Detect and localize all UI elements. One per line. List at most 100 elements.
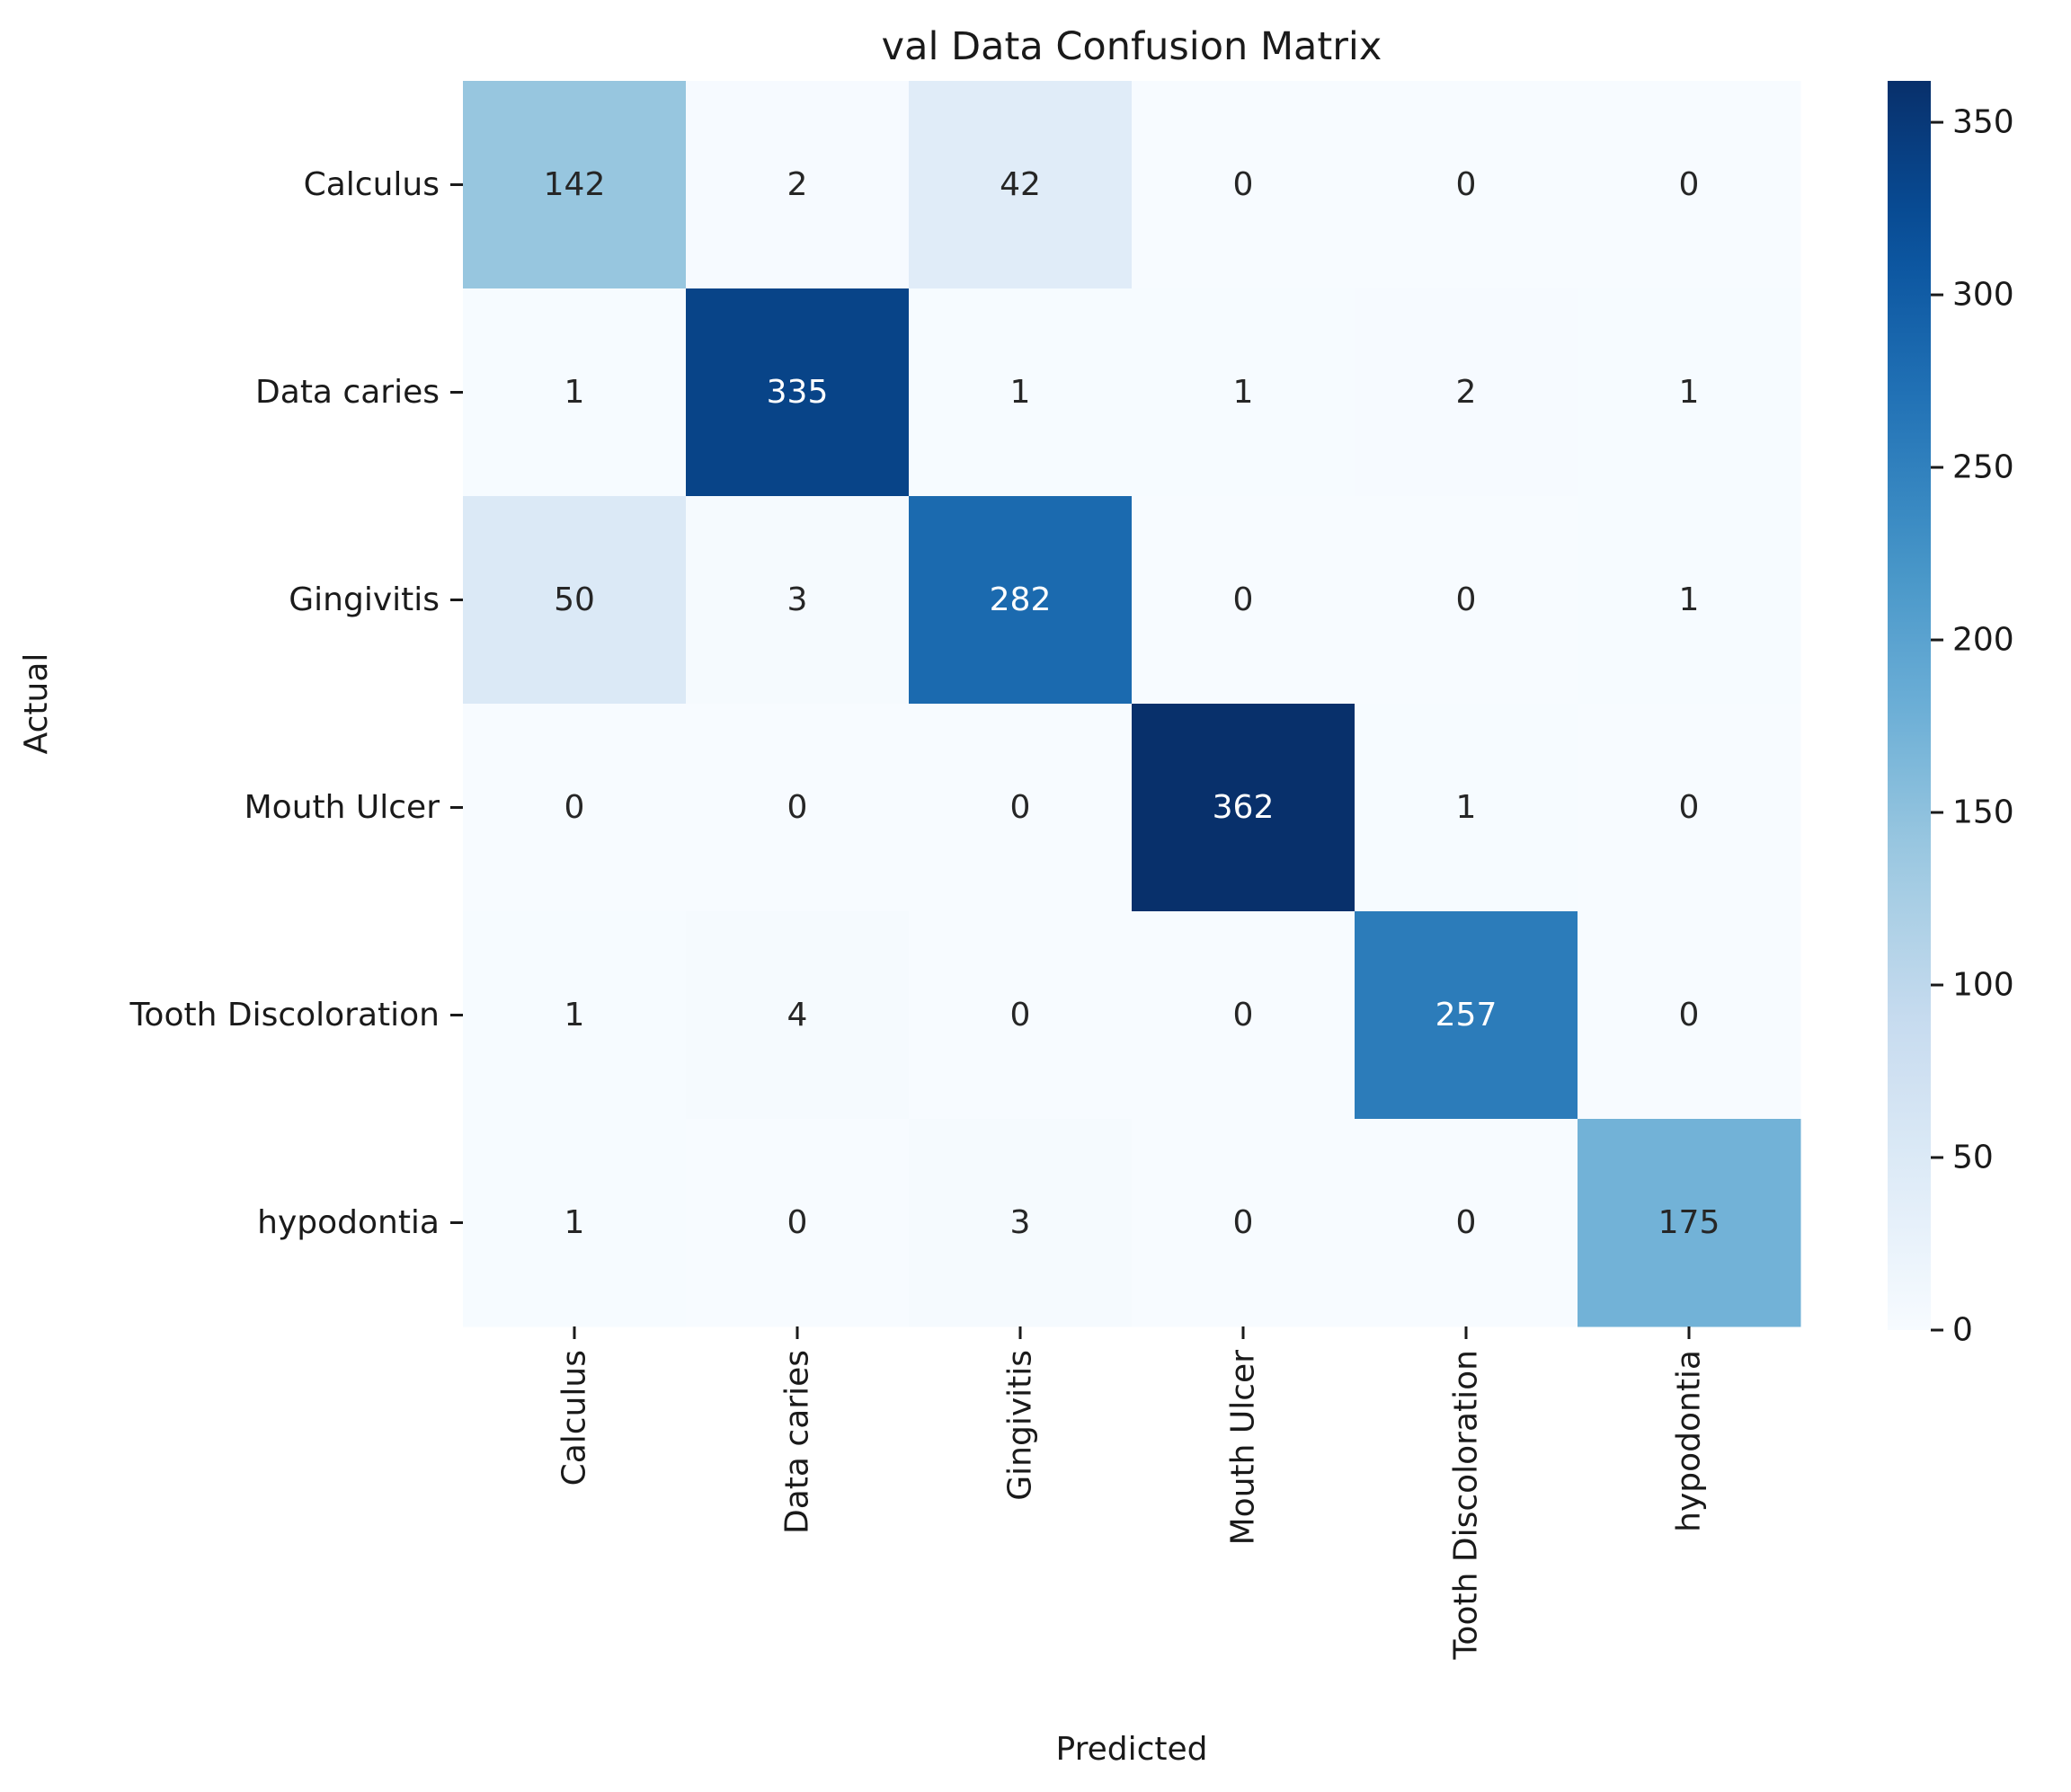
cell-value-label: 0	[1233, 997, 1254, 1034]
y-axis-ticks: Calculus Data caries Gingivitis Mouth Ulcer…	[129, 166, 463, 1241]
heatmap-annotations: 142 2 42 0 0 0 1 335 1 1 2 1 50 3 282 0 0 1 0 0 0 362 1 0 1 4 0 0 25…	[544, 166, 1720, 1241]
heatmap-cell	[1578, 1119, 1801, 1327]
cell-value-label: 1	[564, 997, 585, 1034]
heatmap-cell	[1132, 81, 1355, 289]
cell-value-label: 1	[1233, 374, 1254, 411]
colorbar-tick-label: 250	[1952, 449, 2014, 486]
x-tick-label: Calculus	[556, 1350, 593, 1486]
y-tick-label: Tooth Discoloration	[129, 997, 440, 1034]
cell-value-label: 0	[1679, 997, 1700, 1034]
colorbar-tick-label: 300	[1952, 277, 2014, 314]
heatmap-cell	[686, 288, 910, 497]
heatmap-cell	[463, 1119, 687, 1327]
cell-value-label: 0	[787, 789, 808, 826]
cell-value-label: 0	[1233, 581, 1254, 618]
cell-value-label: 335	[767, 374, 829, 411]
heatmap-cell	[1132, 288, 1355, 497]
heatmap-cell	[686, 1119, 910, 1327]
heatmap-cell	[1578, 288, 1801, 497]
colorbar-tick-label: 50	[1952, 1140, 1994, 1176]
heatmap-cell	[1132, 911, 1355, 1120]
x-tick-label: Gingivitis	[1002, 1350, 1039, 1501]
cell-value-label: 175	[1658, 1204, 1720, 1241]
cell-value-label: 0	[1456, 581, 1477, 618]
colorbar-tick-label: 100	[1952, 967, 2014, 1004]
heatmap-cell	[1578, 704, 1801, 912]
heatmap-cell	[909, 911, 1133, 1120]
y-tick-label: hypodontia	[257, 1204, 440, 1241]
heatmap-cell	[1355, 288, 1578, 497]
cell-value-label: 0	[1010, 997, 1031, 1034]
heatmap-cell	[463, 496, 687, 705]
heatmap-cell	[1355, 911, 1578, 1120]
heatmap-cells	[463, 81, 1801, 1327]
colorbar-tick-label: 200	[1952, 622, 2014, 659]
y-tick-label: Calculus	[304, 166, 440, 203]
x-tick-label: Mouth Ulcer	[1225, 1350, 1262, 1546]
cell-value-label: 282	[990, 581, 1052, 618]
heatmap-cell	[1355, 496, 1578, 705]
x-tick-label: Data caries	[779, 1350, 816, 1534]
heatmap-cell	[463, 704, 687, 912]
cell-value-label: 2	[787, 166, 808, 203]
cell-value-label: 4	[787, 997, 808, 1034]
heatmap-cell	[1355, 81, 1578, 289]
heatmap-cell	[686, 496, 910, 705]
cell-value-label: 0	[1456, 1204, 1477, 1241]
heatmap-cell	[1578, 911, 1801, 1120]
x-tick-label: hypodontia	[1671, 1350, 1708, 1532]
cell-value-label: 0	[1233, 166, 1254, 203]
x-axis-ticks: Calculus Data caries Gingivitis Mouth Ulcer…	[556, 1326, 1708, 1660]
x-tick-label: Tooth Discoloration	[1448, 1350, 1485, 1660]
heatmap-cell	[909, 288, 1133, 497]
heatmap-cell	[463, 288, 687, 497]
heatmap-cell	[686, 81, 910, 289]
cell-value-label: 1	[1679, 374, 1700, 411]
heatmap-cell	[1132, 1119, 1355, 1327]
heatmap-cell	[686, 704, 910, 912]
colorbar-tick-label: 0	[1952, 1312, 1973, 1349]
colorbar-tick-label: 350	[1952, 104, 2014, 141]
colorbar-ticks: 0 50 100 150 200 250 300 350	[1931, 104, 2014, 1349]
cell-value-label: 42	[1000, 166, 1041, 203]
heatmap-cell	[1578, 496, 1801, 705]
heatmap-cell	[1132, 496, 1355, 705]
cell-value-label: 50	[554, 581, 595, 618]
heatmap-cell	[909, 704, 1133, 912]
y-tick-label: Gingivitis	[289, 581, 440, 618]
cell-value-label: 1	[1679, 581, 1700, 618]
cell-value-label: 142	[544, 166, 606, 203]
cell-value-label: 3	[1010, 1204, 1031, 1241]
cell-value-label: 2	[1456, 374, 1477, 411]
heatmap-cell	[909, 81, 1133, 289]
cell-value-label: 0	[1233, 1204, 1254, 1241]
cell-value-label: 1	[1010, 374, 1031, 411]
heatmap-cell	[686, 911, 910, 1120]
cell-value-label: 0	[787, 1204, 808, 1241]
heatmap-cell	[463, 81, 687, 289]
cell-value-label: 0	[1456, 166, 1477, 203]
cell-value-label: 1	[564, 1204, 585, 1241]
y-tick-label: Data caries	[255, 374, 440, 411]
cell-value-label: 0	[1679, 166, 1700, 203]
chart-title: val Data Confusion Matrix	[882, 24, 1382, 69]
colorbar-tick-label: 150	[1952, 794, 2014, 831]
heatmap-cell	[1355, 1119, 1578, 1327]
cell-value-label: 1	[1456, 789, 1477, 826]
cell-value-label: 362	[1213, 789, 1275, 826]
heatmap-cell	[463, 911, 687, 1120]
cell-value-label: 0	[564, 789, 585, 826]
y-tick-label: Mouth Ulcer	[244, 789, 440, 826]
heatmap-cell	[1355, 704, 1578, 912]
heatmap-cell	[909, 496, 1133, 705]
cell-value-label: 0	[1010, 789, 1031, 826]
cell-value-label: 3	[787, 581, 808, 618]
cell-value-label: 257	[1435, 997, 1498, 1034]
heatmap-cell	[1132, 704, 1355, 912]
x-axis-label: Predicted	[1056, 1731, 1208, 1768]
y-axis-label: Actual	[18, 653, 55, 755]
cell-value-label: 0	[1679, 789, 1700, 826]
heatmap-cell	[1578, 81, 1801, 289]
